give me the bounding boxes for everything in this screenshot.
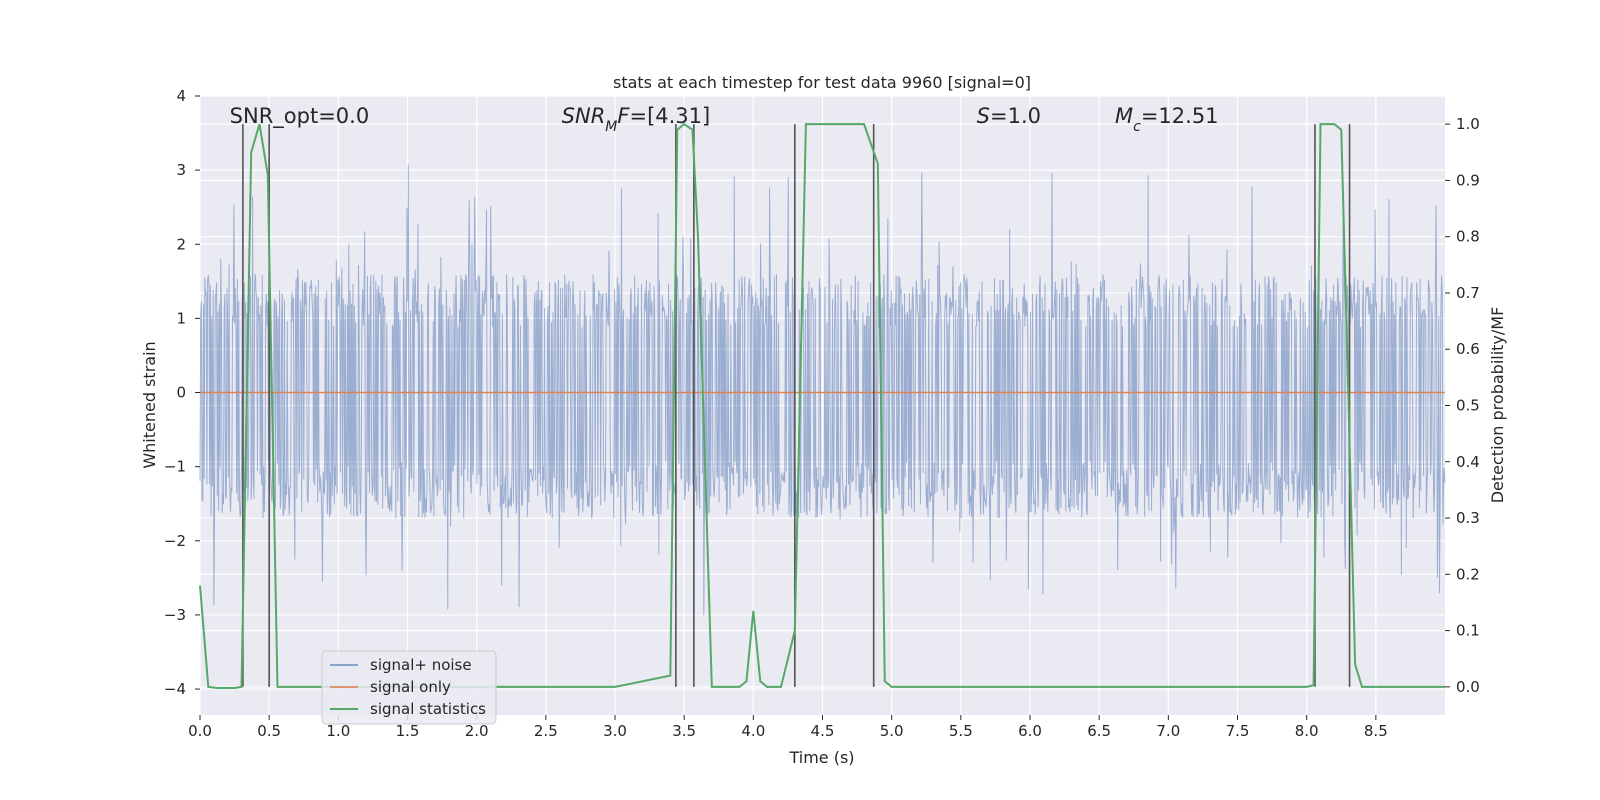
chart-title: stats at each timestep for test data 996…	[613, 73, 1031, 92]
grid	[199, 95, 1445, 715]
signal-noise-series	[199, 164, 1446, 616]
annotation-text: SNR_opt=0.0	[230, 104, 370, 129]
y-axis-label-left: Whitened strain	[140, 341, 159, 468]
legend-box	[321, 650, 497, 725]
signal-noise-line	[199, 164, 1446, 616]
y-tick-label-right: 0.6	[1456, 340, 1480, 358]
annotation-text: SNRMF=[4.31]	[562, 104, 711, 135]
x-tick-label: 4.5	[811, 722, 835, 740]
y-tick-label-left: 4	[176, 87, 186, 105]
x-tick-label: 8.0	[1295, 722, 1319, 740]
x-tick-label: 0.5	[257, 722, 281, 740]
y-tick-label-right: 0.3	[1456, 509, 1480, 527]
x-tick-label: 1.0	[326, 722, 350, 740]
y-tick-label-right: 0.8	[1456, 228, 1480, 246]
signal-statistics-series	[199, 122, 1445, 689]
y-tick-label-right: 0.5	[1456, 397, 1480, 415]
y-tick-label-left: −3	[164, 606, 186, 624]
y-tick-label-right: 0.2	[1456, 565, 1480, 583]
x-tick-label: 2.5	[534, 722, 558, 740]
ticks: 0.0 0.5 1.0 1.5 2.0 2.5 3.0 3.5 4.0 4.5 5.0 5.5 6.0 6…	[164, 87, 1480, 740]
annotation-text: Mc=12.51	[1115, 104, 1219, 135]
legend-label: signal statistics	[370, 700, 486, 718]
x-tick-label: 3.5	[672, 722, 696, 740]
legend-label: signal+ noise	[370, 656, 472, 674]
y-tick-label-right: 1.0	[1456, 115, 1480, 133]
x-axis-label: Time (s)	[788, 748, 854, 767]
x-tick-label: 4.0	[741, 722, 765, 740]
y-tick-label-right: 0.7	[1456, 284, 1480, 302]
y-tick-label-left: 0	[176, 384, 186, 402]
signal-statistics-line	[199, 122, 1445, 689]
y-tick-label-left: −2	[164, 532, 186, 550]
y-tick-label-right: 0.4	[1456, 453, 1480, 471]
y-tick-label-right: 0.0	[1456, 678, 1480, 696]
legend: signal+ noise signal only signal statistic…	[321, 650, 497, 725]
x-tick-label: 0.0	[188, 722, 212, 740]
x-tick-label: 1.5	[396, 722, 420, 740]
y-tick-label-right: 0.9	[1456, 171, 1480, 189]
x-tick-label: 6.5	[1087, 722, 1111, 740]
x-tick-label: 7.5	[1226, 722, 1250, 740]
y-tick-label-left: −4	[164, 680, 186, 698]
x-tick-label: 3.0	[603, 722, 627, 740]
x-tick-label: 7.0	[1156, 722, 1180, 740]
y-tick-label-left: 2	[176, 235, 186, 253]
x-tick-label: 2.0	[465, 722, 489, 740]
y-tick-label-left: −1	[164, 458, 186, 476]
y-tick-label-left: 3	[176, 161, 186, 179]
x-tick-label: 6.0	[1018, 722, 1042, 740]
x-tick-label: 5.5	[949, 722, 973, 740]
x-tick-label: 5.0	[880, 722, 904, 740]
y-axis-label-right: Detection probability/MF	[1488, 307, 1507, 504]
annotations: SNR_opt=0.0 SNRMF=[4.31] S=1.0 Mc=12.51	[230, 104, 1219, 135]
x-tick-label: 8.5	[1364, 722, 1388, 740]
legend-label: signal only	[370, 678, 451, 696]
y-tick-label-right: 0.1	[1456, 622, 1480, 640]
y-tick-label-left: 1	[176, 309, 186, 327]
annotation-text: S=1.0	[977, 104, 1041, 128]
